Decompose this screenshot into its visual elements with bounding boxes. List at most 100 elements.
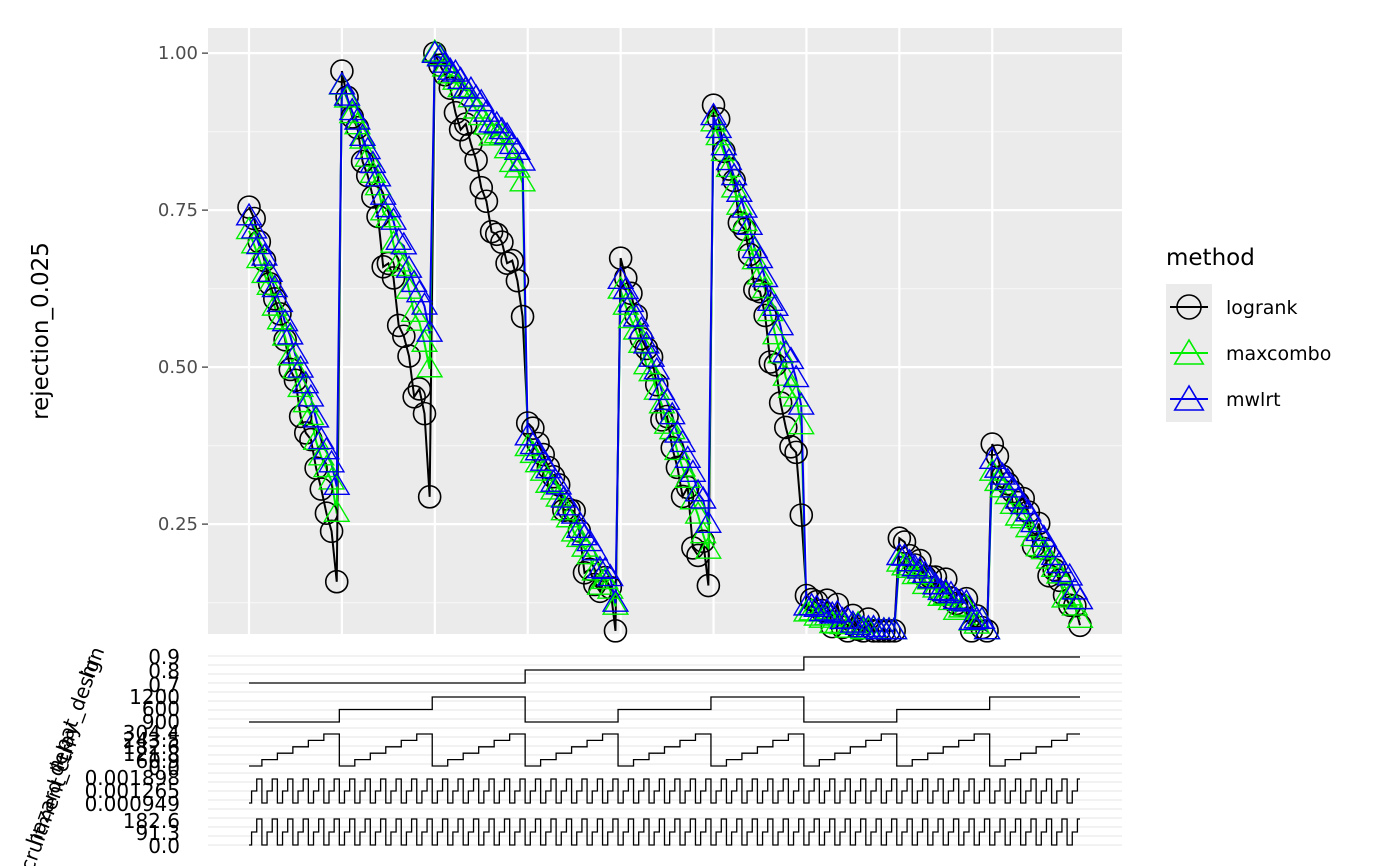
point-logrank xyxy=(278,357,303,382)
design-factor-titles: hrn_pat_designdelayhazard_ctrlrecruitmen… xyxy=(8,644,109,866)
point-logrank xyxy=(464,148,488,172)
legend-entry-mwlrt: mwlrt xyxy=(1170,384,1281,411)
point-maxcombo xyxy=(601,592,630,615)
y-tick-label: 0.75 xyxy=(158,200,198,221)
point-mwlrt xyxy=(1050,559,1079,583)
point-maxcombo xyxy=(421,38,449,62)
point-mwlrt xyxy=(364,163,392,187)
point-mwlrt xyxy=(906,555,934,579)
point-logrank xyxy=(696,573,721,598)
point-logrank xyxy=(242,206,266,231)
point-mwlrt xyxy=(596,563,624,587)
point-logrank xyxy=(686,543,710,568)
point-mwlrt xyxy=(483,110,511,134)
design-panel: 0.90.80.71200600900304.4243.5182.6121.86… xyxy=(8,644,1122,866)
point-mwlrt xyxy=(467,88,495,112)
design-level-label: 60.9 xyxy=(135,749,180,773)
point-mwlrt xyxy=(818,600,846,624)
point-maxcombo xyxy=(699,108,728,132)
point-maxcombo xyxy=(261,292,289,316)
point-mwlrt xyxy=(782,364,810,388)
point-logrank xyxy=(397,344,421,368)
point-maxcombo xyxy=(684,500,712,524)
point-logrank xyxy=(407,377,432,401)
point-maxcombo xyxy=(539,476,568,500)
point-mwlrt xyxy=(880,616,908,640)
point-mwlrt xyxy=(400,269,428,293)
point-logrank xyxy=(510,304,535,329)
point-logrank xyxy=(603,619,628,643)
point-mwlrt xyxy=(901,553,929,577)
point-logrank xyxy=(505,268,530,293)
point-mwlrt xyxy=(436,57,464,80)
point-mwlrt xyxy=(250,242,279,266)
y-axis: 0.25 0.50 0.75 1.00 xyxy=(158,43,208,535)
point-mwlrt xyxy=(302,404,330,428)
point-mwlrt xyxy=(823,599,851,623)
point-mwlrt xyxy=(431,49,459,73)
point-maxcombo xyxy=(896,555,924,578)
point-mwlrt xyxy=(1066,586,1094,610)
y-axis-title: rejection_0.025 xyxy=(28,242,54,420)
point-mwlrt xyxy=(705,115,733,139)
series-markers xyxy=(235,38,1094,643)
y-tick-label: 0.25 xyxy=(158,514,198,535)
point-mwlrt xyxy=(627,316,655,339)
point-mwlrt xyxy=(937,580,965,604)
point-mwlrt xyxy=(1004,485,1032,509)
point-mwlrt xyxy=(581,537,609,561)
point-maxcombo xyxy=(405,308,433,331)
point-logrank xyxy=(417,485,442,509)
point-logrank xyxy=(495,251,519,276)
point-logrank xyxy=(314,501,339,525)
point-logrank xyxy=(293,421,318,445)
point-maxcombo xyxy=(369,197,397,221)
point-mwlrt xyxy=(379,206,408,230)
point-maxcombo xyxy=(963,610,991,634)
point-mwlrt xyxy=(730,194,759,218)
point-mwlrt xyxy=(297,383,325,407)
legend: method logrank maxcombo mwlrt xyxy=(1166,245,1331,422)
point-mwlrt xyxy=(787,391,815,415)
point-mwlrt xyxy=(694,510,722,533)
point-logrank xyxy=(319,519,344,544)
point-mwlrt xyxy=(916,565,944,589)
point-mwlrt xyxy=(416,319,444,342)
legend-entry-logrank: logrank xyxy=(1170,294,1297,320)
y-tick-label: 1.00 xyxy=(158,43,198,64)
design-level-label: 304.4 xyxy=(123,721,180,745)
point-maxcombo xyxy=(901,561,929,585)
point-logrank xyxy=(789,503,814,527)
design-level-label: 182.6 xyxy=(123,735,180,759)
point-maxcombo xyxy=(674,465,702,488)
point-mwlrt xyxy=(983,454,1011,478)
point-maxcombo xyxy=(266,306,294,330)
point-maxcombo xyxy=(379,229,408,253)
legend-label-mwlrt: mwlrt xyxy=(1226,389,1281,411)
point-logrank xyxy=(283,368,308,393)
point-mwlrt xyxy=(266,289,294,313)
design-level-label: 600 xyxy=(142,697,180,721)
point-mwlrt xyxy=(354,136,382,160)
point-mwlrt xyxy=(488,116,516,140)
point-mwlrt xyxy=(534,455,562,479)
point-logrank xyxy=(459,131,483,156)
point-mwlrt xyxy=(318,449,346,473)
legend-key-triangle xyxy=(1173,384,1205,411)
point-logrank xyxy=(784,440,808,465)
point-mwlrt xyxy=(643,356,671,380)
design-level-label: 1200 xyxy=(129,685,180,709)
point-logrank xyxy=(773,415,798,440)
design-level-label: 0.001265 xyxy=(85,779,180,803)
design-level-label: 243.5 xyxy=(123,728,180,752)
point-maxcombo xyxy=(1050,584,1079,608)
point-mwlrt xyxy=(519,431,547,455)
point-logrank xyxy=(474,189,499,214)
point-maxcombo xyxy=(447,74,475,98)
design-level-label: 182.6 xyxy=(123,809,180,833)
point-mwlrt xyxy=(798,592,826,616)
point-maxcombo xyxy=(493,135,521,159)
point-maxcombo xyxy=(767,340,795,364)
point-maxcombo xyxy=(256,272,284,295)
point-mwlrt xyxy=(751,264,779,288)
